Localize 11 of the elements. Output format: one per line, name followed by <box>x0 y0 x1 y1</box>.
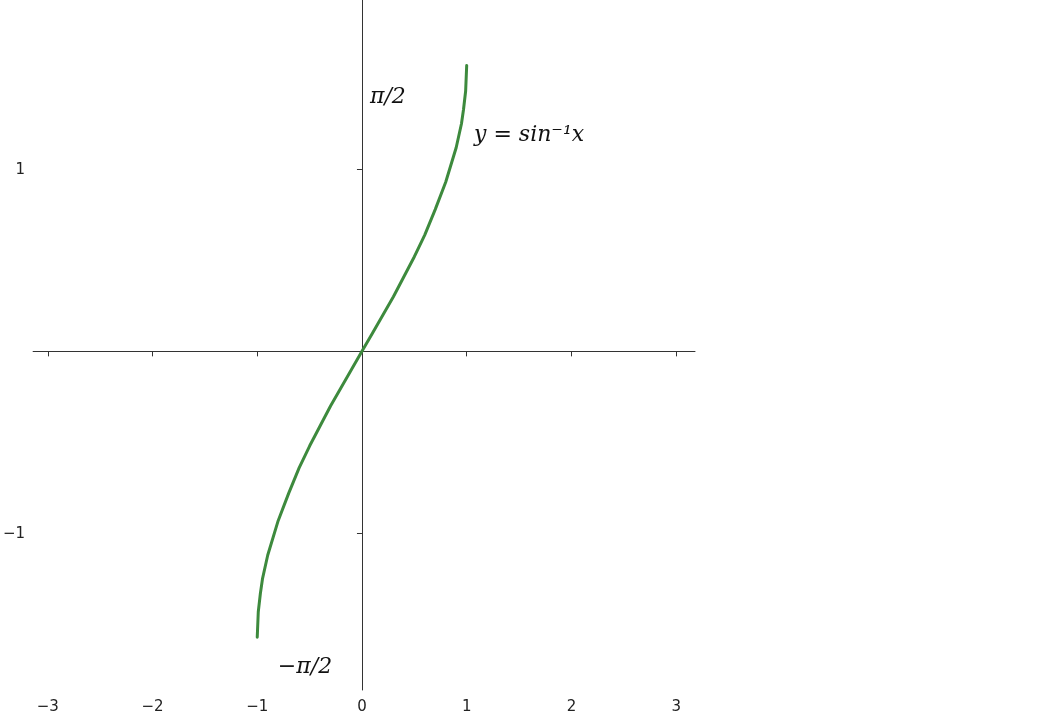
x-tick-label: 3 <box>671 696 681 713</box>
annotation: −π/2 <box>277 652 333 678</box>
x-tick-label: −2 <box>141 696 164 713</box>
x-tick-label: −3 <box>36 696 59 713</box>
x-tick-label: 0 <box>357 696 367 713</box>
annotation: π/2 <box>369 82 406 108</box>
annotation: y = sin⁻¹x <box>473 120 585 146</box>
x-tick-label: 2 <box>566 696 577 713</box>
line-series <box>255 64 469 639</box>
x-tick-label: −1 <box>246 696 269 713</box>
x-tick-label: 1 <box>461 696 472 713</box>
